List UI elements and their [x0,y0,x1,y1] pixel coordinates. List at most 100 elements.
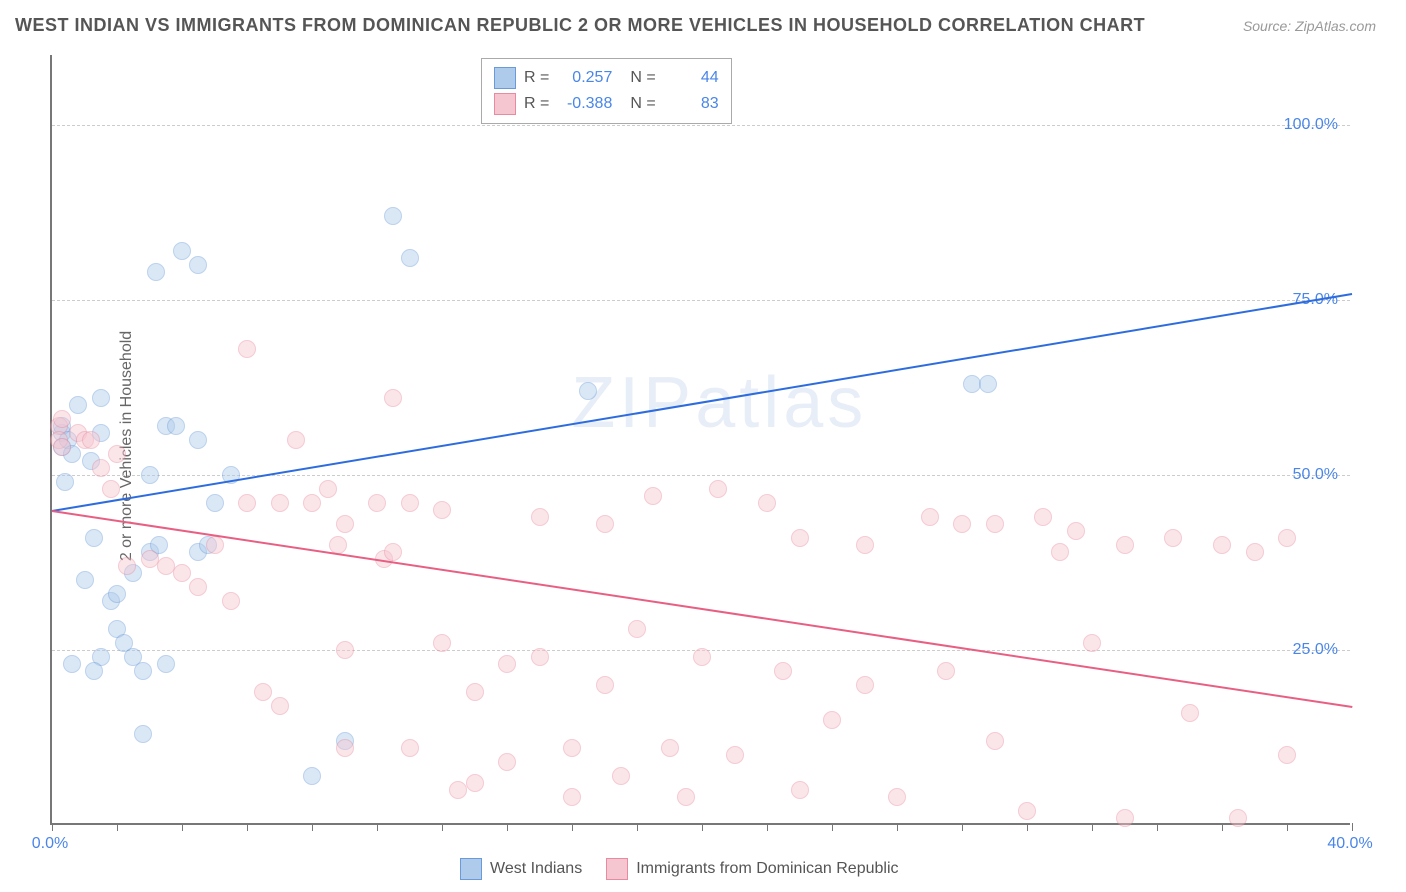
scatter-point [384,389,402,407]
x-tick-label: 40.0% [1327,835,1372,853]
scatter-point [1116,536,1134,554]
scatter-point [433,634,451,652]
scatter-point [888,788,906,806]
legend-item: Immigrants from Dominican Republic [606,858,898,880]
x-tick [767,823,768,831]
x-tick [1092,823,1093,831]
scatter-point [189,578,207,596]
scatter-point [85,529,103,547]
scatter-point [157,655,175,673]
scatter-point [1278,746,1296,764]
y-tick-label: 25.0% [1293,641,1338,659]
scatter-point [937,662,955,680]
scatter-point [856,536,874,554]
n-value: 83 [664,95,719,113]
scatter-point [1034,508,1052,526]
x-tick [1027,823,1028,831]
source-attribution: Source: ZipAtlas.com [1243,18,1376,34]
x-tick [1352,823,1353,831]
legend-label: West Indians [490,860,582,878]
scatter-point [134,662,152,680]
scatter-point [53,438,71,456]
x-tick [117,823,118,831]
scatter-point [303,767,321,785]
scatter-point [531,648,549,666]
x-tick [1222,823,1223,831]
scatter-point [76,571,94,589]
y-tick-label: 100.0% [1284,116,1338,134]
scatter-point [823,711,841,729]
trend-line [52,510,1352,708]
plot-area: ZIPatlas 25.0%50.0%75.0%100.0%R =0.257N … [50,55,1350,825]
stats-row: R =0.257N =44 [494,65,719,91]
scatter-point [319,480,337,498]
x-tick [247,823,248,831]
x-tick [1287,823,1288,831]
scatter-point [368,494,386,512]
scatter-point [1181,704,1199,722]
stats-legend: R =0.257N =44R =-0.388N =83 [481,58,732,124]
scatter-point [856,676,874,694]
chart-container: WEST INDIAN VS IMMIGRANTS FROM DOMINICAN… [0,0,1406,892]
scatter-point [596,676,614,694]
scatter-point [986,515,1004,533]
scatter-point [141,466,159,484]
scatter-point [85,662,103,680]
x-tick [962,823,963,831]
trend-line [52,293,1352,512]
scatter-point [134,725,152,743]
scatter-point [953,515,971,533]
scatter-point [271,697,289,715]
scatter-point [531,508,549,526]
n-label: N = [630,95,655,113]
scatter-point [1067,522,1085,540]
scatter-point [1083,634,1101,652]
scatter-point [336,641,354,659]
scatter-point [238,340,256,358]
scatter-point [791,529,809,547]
scatter-point [1278,529,1296,547]
scatter-point [287,431,305,449]
r-value: -0.388 [557,95,612,113]
watermark: ZIPatlas [571,362,867,444]
scatter-point [774,662,792,680]
x-tick [52,823,53,831]
scatter-point [1116,809,1134,827]
x-tick [182,823,183,831]
scatter-point [206,494,224,512]
scatter-point [677,788,695,806]
scatter-point [401,249,419,267]
scatter-point [102,480,120,498]
r-label: R = [524,95,549,113]
x-tick [1157,823,1158,831]
scatter-point [189,431,207,449]
scatter-point [644,487,662,505]
x-tick [832,823,833,831]
chart-title: WEST INDIAN VS IMMIGRANTS FROM DOMINICAN… [15,15,1145,36]
scatter-point [1213,536,1231,554]
scatter-point [147,263,165,281]
scatter-point [53,410,71,428]
scatter-point [498,655,516,673]
scatter-point [563,788,581,806]
scatter-point [466,683,484,701]
scatter-point [82,431,100,449]
r-value: 0.257 [557,69,612,87]
scatter-point [726,746,744,764]
r-label: R = [524,69,549,87]
x-tick [377,823,378,831]
scatter-point [579,382,597,400]
grid-line [52,300,1350,301]
scatter-point [709,480,727,498]
scatter-point [498,753,516,771]
scatter-point [108,445,126,463]
scatter-point [758,494,776,512]
scatter-point [596,515,614,533]
grid-line [52,475,1350,476]
scatter-point [433,501,451,519]
scatter-point [92,459,110,477]
scatter-point [254,683,272,701]
scatter-point [384,543,402,561]
n-label: N = [630,69,655,87]
scatter-point [92,389,110,407]
